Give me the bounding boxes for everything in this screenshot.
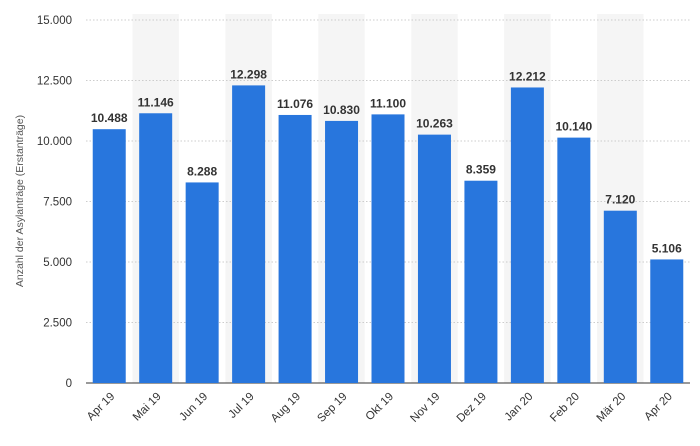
x-tick-label: Jun 19	[177, 391, 210, 424]
x-tick-label: Jul 19	[227, 391, 257, 421]
x-tick-label: Sep 19	[315, 391, 349, 425]
x-tick-label: Dez 19	[455, 391, 489, 425]
x-tick-label: Okt 19	[364, 391, 396, 423]
bar	[557, 137, 591, 383]
bar	[325, 120, 359, 383]
x-tick-label: Mär 20	[595, 391, 629, 425]
data-label: 11.076	[277, 97, 313, 111]
y-tick-label: 12.500	[37, 76, 72, 88]
data-label: 7.120	[605, 193, 635, 207]
bar	[371, 114, 405, 383]
y-tick-label: 10.000	[37, 136, 72, 148]
data-label: 12.212	[509, 69, 546, 83]
bar	[650, 259, 684, 383]
y-tick-label: 5.000	[43, 257, 72, 269]
data-label: 8.288	[187, 164, 217, 178]
y-tick-label: 7.500	[43, 197, 72, 209]
y-axis-title: Anzahl der Asylanträge (Erstanträge)	[14, 115, 26, 287]
bar	[278, 114, 312, 383]
y-tick-label: 15.000	[37, 15, 72, 27]
data-label: 10.263	[416, 117, 453, 131]
x-tick-label: Mai 19	[131, 391, 164, 424]
data-labels: 10.488 11.146 8.288 12.298 11.076 10.830 11.10…	[91, 67, 682, 255]
y-tick-label: 0	[66, 378, 72, 390]
x-tick-label: Apr 20	[642, 391, 674, 423]
bar	[139, 113, 173, 384]
x-tick-label: Feb 20	[548, 391, 582, 425]
bar	[232, 85, 266, 383]
bar	[417, 134, 451, 383]
x-tick-label: Jan 20	[503, 391, 536, 424]
data-label: 5.106	[652, 241, 682, 255]
bar	[603, 210, 637, 383]
data-label: 10.140	[555, 120, 592, 134]
bar	[185, 182, 219, 383]
y-axis-ticks: 0 2.500 5.000 7.500 10.000 12.500 15.000	[37, 15, 72, 390]
bar	[92, 129, 126, 383]
bar	[464, 180, 498, 383]
data-label: 8.359	[466, 163, 496, 177]
bars	[92, 85, 684, 384]
data-label: 12.298	[230, 67, 267, 81]
x-axis-ticks: Apr 19 Mai 19 Jun 19 Jul 19 Aug 19 Sep 19 Okt …	[85, 391, 675, 425]
x-tick-label: Apr 19	[85, 391, 117, 423]
data-label: 10.830	[323, 103, 360, 117]
x-tick-label: Aug 19	[269, 391, 303, 425]
bar	[510, 87, 544, 383]
x-tick-label: Nov 19	[408, 391, 442, 425]
data-label: 11.100	[370, 96, 406, 110]
y-tick-label: 2.500	[43, 318, 72, 330]
data-label: 11.146	[138, 95, 174, 109]
data-label: 10.488	[91, 111, 128, 125]
